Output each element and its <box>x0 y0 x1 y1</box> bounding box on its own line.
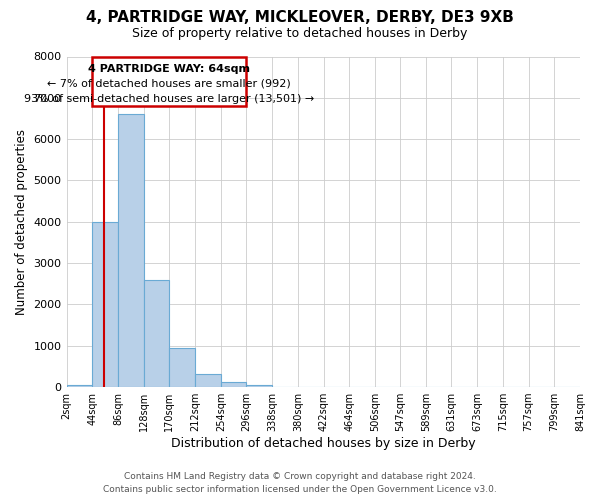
Text: Size of property relative to detached houses in Derby: Size of property relative to detached ho… <box>133 28 467 40</box>
Bar <box>143 280 169 387</box>
Bar <box>195 374 221 387</box>
Text: 4 PARTRIDGE WAY: 64sqm: 4 PARTRIDGE WAY: 64sqm <box>88 64 250 74</box>
Text: 4, PARTRIDGE WAY, MICKLEOVER, DERBY, DE3 9XB: 4, PARTRIDGE WAY, MICKLEOVER, DERBY, DE3… <box>86 10 514 25</box>
Text: Contains public sector information licensed under the Open Government Licence v3: Contains public sector information licen… <box>103 485 497 494</box>
Y-axis label: Number of detached properties: Number of detached properties <box>15 129 28 315</box>
Bar <box>118 114 143 387</box>
Bar <box>221 382 247 387</box>
Text: 93% of semi-detached houses are larger (13,501) →: 93% of semi-detached houses are larger (… <box>24 94 314 104</box>
X-axis label: Distribution of detached houses by size in Derby: Distribution of detached houses by size … <box>171 437 476 450</box>
Bar <box>92 222 118 387</box>
Bar <box>169 348 195 387</box>
Bar <box>67 385 92 387</box>
Bar <box>247 385 272 387</box>
Text: Contains HM Land Registry data © Crown copyright and database right 2024.: Contains HM Land Registry data © Crown c… <box>124 472 476 481</box>
FancyBboxPatch shape <box>92 56 247 106</box>
Text: ← 7% of detached houses are smaller (992): ← 7% of detached houses are smaller (992… <box>47 79 291 89</box>
